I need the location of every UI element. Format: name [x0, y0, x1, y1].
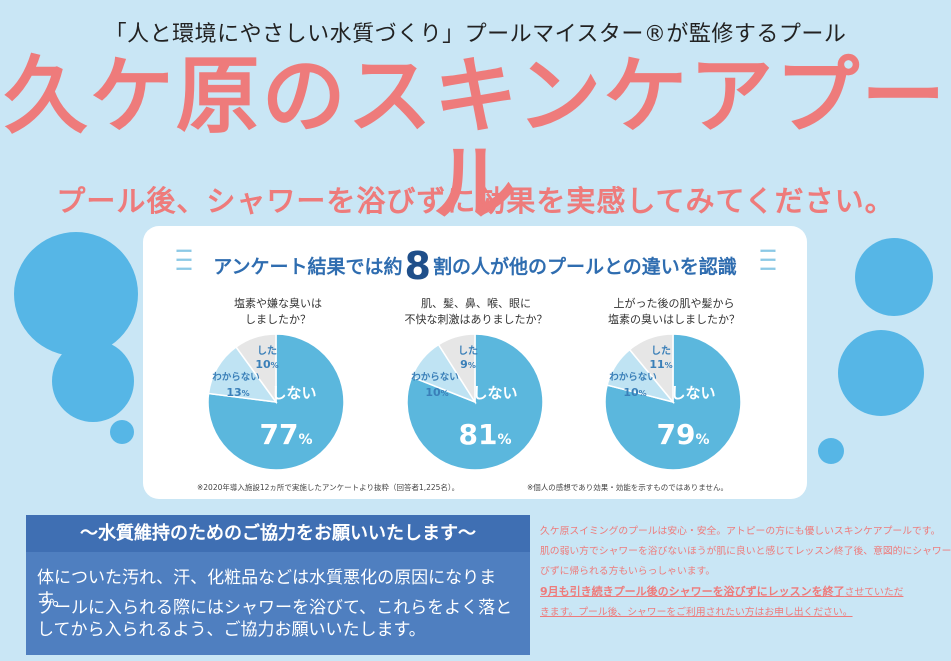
- survey-heading: アンケート結果では約8 割の人が他のプールとの違いを認識: [143, 244, 807, 288]
- pie-1-wakaranai-value: 13%: [226, 386, 249, 399]
- pie-2-shina-value: 81%: [459, 418, 512, 451]
- question-1-line-1: 塩素や嫌な臭いは: [234, 297, 322, 310]
- pie-3-shina-value: 79%: [657, 418, 710, 451]
- notice-box: ～水質維持のためのご協力をお願いいたします～ 体についた汚れ、汗、化粧品などは水…: [26, 515, 530, 655]
- footnote-disclaimer: ※個人の感想であり効果・効能を示すものではありません。: [527, 483, 728, 492]
- footnote-survey-source: ※2020年導入施設12ヵ所で実施したアンケートより抜粋（回答者1,225名）。: [197, 483, 460, 492]
- heading-pre: アンケート結果では約: [213, 256, 403, 278]
- pie-3-shita-value: 11%: [649, 358, 672, 371]
- pie-3-slice-shita: [628, 333, 674, 405]
- bubble-right-large: [855, 238, 933, 316]
- notice-paragraph-1: 体についた汚れ、汗、化粧品などは水質悪化の原因になります。: [37, 568, 497, 610]
- pie-chart-1: した 10% わからない 13% しない 77%: [207, 333, 345, 471]
- pie-1-slice-shina: [207, 333, 345, 471]
- pie-3-shita-label: した: [651, 345, 671, 357]
- tagline: 「人と環境にやさしい水質づくり」プールマイスター®が監修するプール: [104, 22, 847, 47]
- pie-1-shina-label: しない: [271, 384, 316, 402]
- pie-2-shita-value: 9%: [460, 358, 476, 371]
- pie-1-slice-shita: [234, 333, 277, 405]
- notice-paragraph-2: プールに入られる際にはシャワーを浴びて、これらをよく落としてから入られるよう、ご…: [37, 598, 513, 640]
- question-3-line-1: 上がった後の肌や髪から: [613, 297, 735, 310]
- question-2-line-2: 不快な刺激はありましたか？: [404, 313, 548, 326]
- bubble-right-small: [818, 438, 844, 464]
- pie-2-shita-label: した: [458, 345, 478, 357]
- pie-1-shina-value: 77%: [260, 418, 313, 451]
- bubble-left-large: [14, 232, 138, 356]
- subtitle: プール後、シャワーを浴びずに効果を実感してみてください。: [56, 184, 895, 218]
- survey-card: ーーー ーーー アンケート結果では約8 割の人が他のプールとの違いを認識 塩素や嫌…: [143, 226, 807, 499]
- info-line-5: きます。プール後、シャワーをご利用されたい方はお申し出ください。: [540, 607, 853, 618]
- pie-1-wakaranai-label: わからない: [212, 372, 260, 383]
- pie-2-wakaranai-value: 10%: [425, 386, 448, 399]
- pie-chart-2: した 9% わからない 10% しない 81%: [406, 333, 544, 471]
- heading-post: 割の人が他のプールとの違いを認識: [432, 256, 737, 278]
- pie-1-slice-wakaranai: [207, 345, 278, 403]
- pie-2-slice-shita: [437, 333, 476, 405]
- pie-2-shina-label: しない: [472, 384, 517, 402]
- bubble-left-medium: [52, 340, 134, 422]
- main-title: 久ケ原のスキンケアプール: [3, 47, 948, 234]
- question-2-line-1: 肌、髪、鼻、喉、眼に: [421, 297, 531, 310]
- notice-heading: ～水質維持のためのご協力をお願いいたします～: [26, 515, 530, 552]
- pie-3-wakaranai-label: わからない: [609, 372, 657, 383]
- question-1: 塩素や嫌な臭いは しましたか？: [193, 296, 363, 328]
- question-3: 上がった後の肌や髪から 塩素の臭いはしましたか？: [589, 296, 759, 328]
- bubble-left-small: [110, 420, 134, 444]
- pie-2-wakaranai-label: わからない: [411, 372, 459, 383]
- info-line-3: びずに帰られる方もいらっしゃいます。: [540, 566, 716, 577]
- question-3-line-2: 塩素の臭いはしましたか？: [608, 313, 740, 326]
- pie-1-shita-label: した: [257, 345, 277, 357]
- info-line-4: 9月も引き続きプール後のシャワーを浴びずにレッスンを終了させていただ: [540, 582, 948, 603]
- pie-3-wakaranai-value: 10%: [623, 386, 646, 399]
- pie-3-shina-label: しない: [670, 384, 715, 402]
- info-line-2: 肌の弱い方でシャワーを浴びないほうが肌に良いと感じてレッスン終了後、意図的にシャ…: [540, 546, 951, 557]
- pie-1-shita-value: 10%: [255, 358, 278, 371]
- info-line-4-rest: させていただ: [844, 587, 904, 598]
- info-text: 久ケ原スイミングのプールは安心・安全。アトピーの方にも優しいスキンケアプールです…: [540, 522, 951, 623]
- question-2: 肌、髪、鼻、喉、眼に 不快な刺激はありましたか？: [391, 296, 561, 328]
- info-line-1: 久ケ原スイミングのプールは安心・安全。アトピーの方にも優しいスキンケアプールです…: [540, 526, 941, 537]
- question-1-line-2: しましたか？: [245, 313, 311, 326]
- bubble-right-medium: [838, 330, 924, 416]
- heading-number: 8: [404, 244, 431, 288]
- pie-chart-3: した 11% わからない 10% しない 79%: [604, 333, 742, 471]
- info-emphasis: 9月も引き続きプール後のシャワーを浴びずにレッスンを終了: [540, 585, 845, 598]
